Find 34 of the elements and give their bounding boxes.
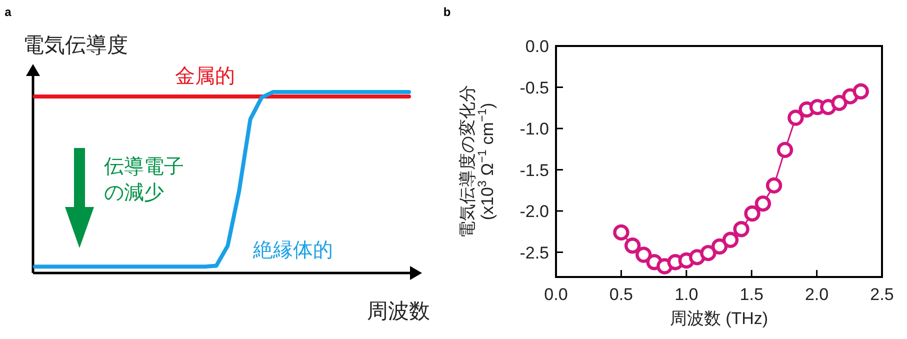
x-tick-label: 0.0 [544,285,568,304]
y-tick-label: -1.0 [520,120,549,138]
point [744,205,760,222]
point [722,232,739,248]
y-axis-title: 電気伝導度 [23,34,128,57]
x-axis-title: 周波数 (THz) [670,309,768,328]
series-label: 金属的 [175,66,235,88]
point [700,244,716,262]
y-tick-label: -2.5 [520,243,549,262]
point [613,224,630,241]
chart-title: a [4,5,12,19]
x-tick-label: 1.5 [740,285,764,304]
x-tick-label: 2.0 [804,285,829,304]
x-tick-label: 2.5 [870,285,894,304]
point [733,221,750,238]
y-tick-label: 0.0 [525,37,549,56]
point [754,195,772,212]
x-axis-title: 周波数 [367,300,430,323]
y-tick-label: -0.5 [520,78,549,98]
point [636,246,652,263]
text: b [443,5,451,19]
point [624,238,641,254]
y-tick-label: -1.5 [520,160,549,180]
point [788,110,804,126]
x-tick-label: 1.0 [674,285,698,304]
x-tick-label: 0.5 [609,285,634,304]
point [711,238,728,255]
y-tick-label: -2.0 [520,202,549,221]
point [852,83,869,100]
point [831,94,848,112]
series-label: 絶縁体的 [252,240,333,262]
point [776,142,794,158]
annotation: 伝導電子の減少 [104,156,184,204]
point [766,177,782,194]
